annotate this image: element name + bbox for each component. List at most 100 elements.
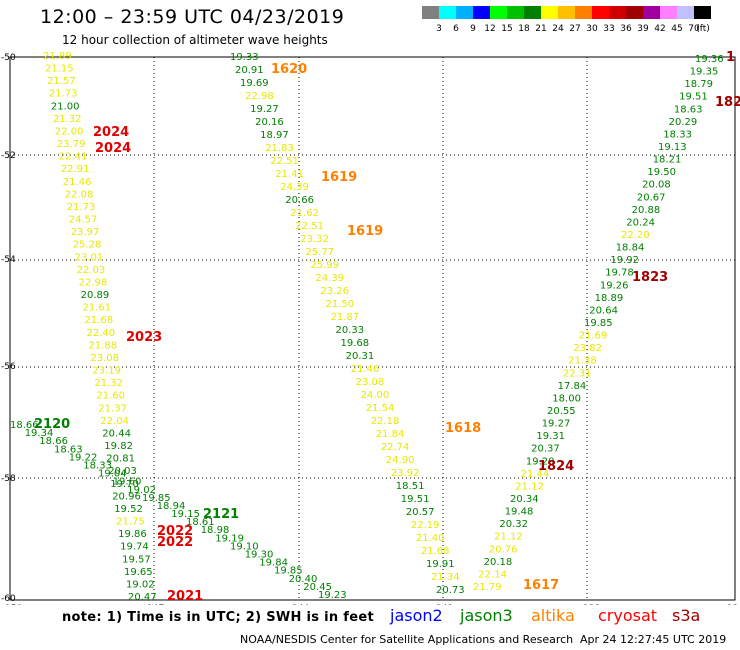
wave-height-value: 21.50 [326,299,355,310]
wave-height-value: 20.89 [81,290,110,301]
wave-height-value: 19.33 [230,52,259,63]
lon-tick-label: -147 [144,604,164,605]
wave-height-value: 19.36 [695,54,724,65]
wave-height-value: 23.08 [90,353,119,364]
wave-height-value: 21.73 [67,202,96,213]
wave-height-value: 20.96 [112,491,141,502]
wave-height-value: 20.40 [289,574,318,585]
wave-height-value: 20.31 [346,351,375,362]
wave-height-value: 20.32 [499,519,528,530]
wave-height-value: 23.32 [300,234,329,245]
wave-height-value: 18.84 [616,243,645,254]
pass-number-label: 1619 [347,224,383,239]
wave-height-value: 19.57 [122,554,151,565]
wave-height-value: 21.68 [421,546,450,557]
colorbar-swatch [473,6,490,19]
lat-tick-label: -54 [1,255,16,265]
wave-height-value: 19.68 [341,338,370,349]
wave-height-value: 18.33 [83,461,112,472]
wave-height-value: 22.03 [77,265,106,276]
wave-height-value: 20.08 [642,180,671,191]
lat-tick-label: -60 [1,594,16,604]
wave-height-value: 19.04 [98,469,127,480]
colorbar-tick-label: 6 [453,24,459,34]
wave-height-value: 19.70 [110,479,139,490]
wave-height-value: 19.22 [69,452,98,463]
wave-height-value: 19.74 [120,542,149,553]
colorbar-swatch [558,6,575,19]
wave-height-value: 22.00 [55,127,84,138]
footer-credit: NOAA/NESDIS Center for Satellite Applica… [240,633,574,646]
colorbar-swatch [626,6,643,19]
pass-number-label: 1618 [445,421,481,436]
wave-height-value: 21.89 [43,51,72,62]
wave-height-value: 20.73 [436,585,465,596]
wave-height-value: 19.10 [230,541,259,552]
wave-height-value: 20.24 [626,217,655,228]
wave-height-value: 20.16 [255,117,284,128]
wave-height-value: 20.03 [108,466,137,477]
pass-number-label: 2024 [93,125,129,140]
pass-number-label: 2022 [157,535,193,550]
wave-height-value: 19.35 [690,67,719,78]
lat-tick-label: -50 [1,53,16,63]
wave-height-value: 20.91 [235,65,264,76]
satellite-legend-jason3: jason3 [460,606,513,625]
pass-number-label: 1617 [523,578,559,593]
pass-number-label: 2023 [126,330,162,345]
wave-height-value: 18.66 [39,436,68,447]
wave-height-value: 18.00 [552,393,581,404]
pass-number-label: 182 [715,95,740,110]
wave-height-value: 19.48 [505,507,534,518]
wave-height-value: 18.66 [10,420,39,431]
wave-height-value: 19.52 [114,504,143,515]
pass-number-label: 1620 [271,62,307,77]
page-title: 12:00 – 23:59 UTC 04/23/2019 [40,6,345,28]
wave-height-value: 23.79 [57,139,86,150]
colorbar-tick-label: 33 [603,24,614,34]
footer-note: note: 1) Time is in UTC; 2) SWH is in fe… [62,610,374,625]
wave-height-value: 19.84 [259,558,288,569]
colorbar-swatch [575,6,592,19]
wave-height-value: 20.55 [547,406,576,417]
colorbar-swatch [609,6,626,19]
wave-height-value: 18.61 [186,517,215,528]
wave-height-value: 21.79 [473,582,502,593]
wave-height-value: 21.68 [85,315,114,326]
wave-height-value: 21.57 [47,76,76,87]
wave-height-value: 25.77 [305,247,334,258]
wave-height-value: 22.08 [65,189,94,200]
wave-height-value: 22.74 [381,442,410,453]
wave-height-value: 19.50 [647,167,676,178]
wave-height-value: 21.34 [431,572,460,583]
pass-number-label: 1619 [321,170,357,185]
wave-height-value: 20.18 [484,557,513,568]
colorbar-tick-label: 27 [569,24,580,34]
colorbar-swatch [643,6,660,19]
colorbar-tick-label: 9 [470,24,476,34]
wave-height-value: 18.89 [595,293,624,304]
wave-height-value: 21.00 [51,101,80,112]
pass-number-label: 1824 [538,459,574,474]
wave-height-colorbar: 3 6 9 12 15 18 21 24 27 30 33 36 39 42 45 70(ft) [422,6,711,34]
wave-height-value: 18.98 [201,525,230,536]
wave-height-value: 19.20 [526,456,555,467]
lat-tick-label: -52 [1,151,16,161]
wave-height-value: 20.44 [102,428,131,439]
lat-tick-label: -58 [1,474,16,484]
wave-height-value: 21.73 [49,89,78,100]
colorbar-tick-label: 24 [552,24,564,34]
colorbar-swatch [541,6,558,19]
wave-height-value: 24.00 [361,390,390,401]
wave-height-value: 23.97 [71,227,100,238]
wave-height-value: 21.32 [94,378,123,389]
wave-height-value: 19.13 [658,142,687,153]
colorbar-swatch [694,6,711,19]
lat-tick-label: -56 [1,362,16,372]
wave-height-value: 19.51 [679,92,708,103]
wave-height-value: 18.94 [157,501,186,512]
wave-height-value: 18.33 [663,129,692,140]
colorbar-tick-label: 18 [518,24,530,34]
